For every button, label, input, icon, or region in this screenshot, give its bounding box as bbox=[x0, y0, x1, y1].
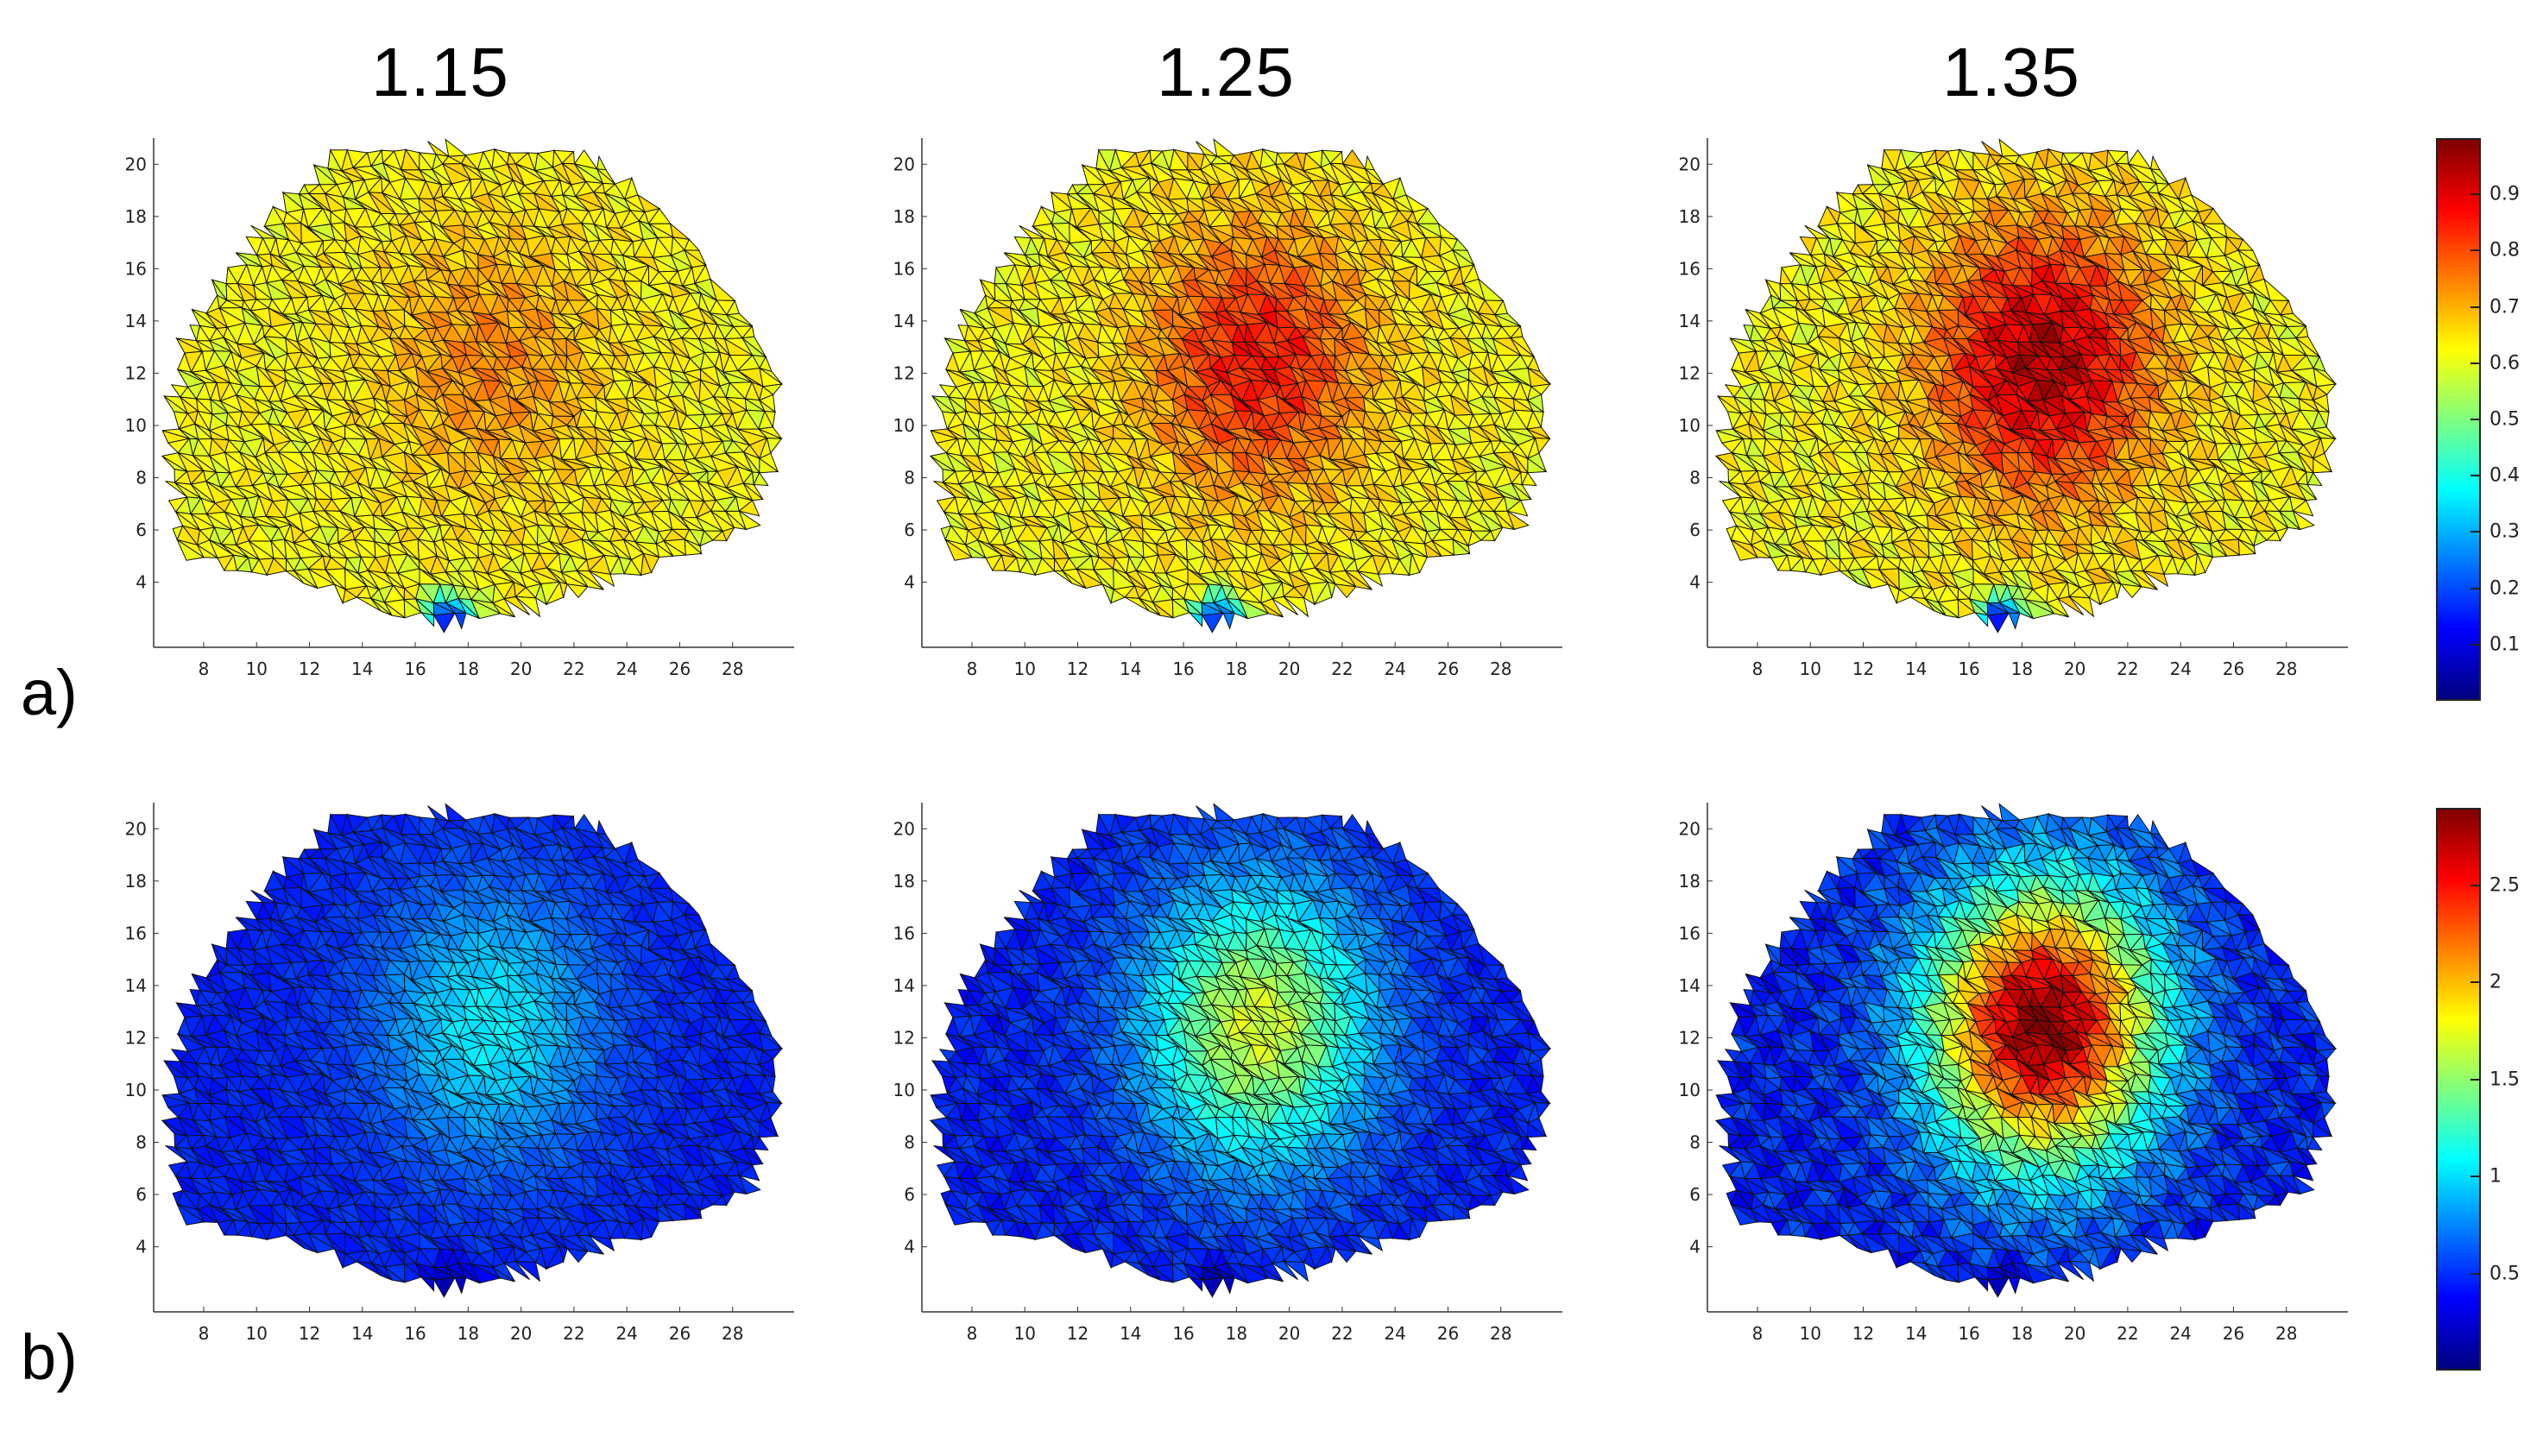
x-tick-label: 10 bbox=[246, 659, 268, 679]
mesh-cell bbox=[741, 325, 755, 339]
column-title-3: 1.35 bbox=[1942, 34, 2080, 110]
mesh-cell bbox=[738, 509, 761, 531]
x-tick-label: 10 bbox=[1014, 659, 1036, 679]
mesh-cell bbox=[1986, 612, 2010, 633]
mesh-triangles bbox=[161, 138, 784, 633]
y-tick-label: 12 bbox=[125, 362, 147, 383]
x-tick-label: 16 bbox=[404, 659, 426, 679]
mesh-triangles bbox=[1714, 138, 2338, 633]
row-label-b: b) bbox=[21, 1321, 78, 1393]
x-tick-label: 14 bbox=[1120, 659, 1141, 679]
mesh-cell bbox=[759, 356, 773, 373]
x-tick-label: 20 bbox=[1278, 659, 1300, 679]
x-tick-label: 28 bbox=[1490, 659, 1511, 679]
y-tick-label: 8 bbox=[136, 468, 147, 488]
x-tick-label: 24 bbox=[1384, 659, 1405, 679]
x-tick-label: 12 bbox=[1067, 659, 1089, 679]
y-tick-label: 10 bbox=[125, 415, 147, 436]
mesh-cell bbox=[445, 138, 467, 157]
mesh-cell bbox=[725, 299, 740, 316]
x-tick-label: 24 bbox=[615, 659, 637, 679]
x-tick-label: 22 bbox=[563, 659, 584, 679]
y-tick-label: 16 bbox=[125, 258, 147, 279]
x-tick-label: 26 bbox=[1437, 659, 1459, 679]
mesh-cell bbox=[573, 149, 598, 170]
mesh-plot: 8 10 12 14 16 18 20 22 24 26 28 4 6 8 10 12 14 16 18 20 bbox=[893, 138, 1562, 679]
y-tick-label: 18 bbox=[125, 206, 147, 227]
x-tick-label: 12 bbox=[299, 659, 320, 679]
mesh-cell bbox=[1213, 138, 1235, 157]
mesh-cell bbox=[250, 224, 276, 239]
x-tick-label: 18 bbox=[457, 659, 479, 679]
plot-a-3: 8 10 12 14 16 18 20 22 24 26 28 4 6 8 10 12 14 16 18 20 bbox=[1657, 121, 2365, 716]
plot-a-2: 8 10 12 14 16 18 20 22 24 26 28 4 6 8 10 12 14 16 18 20 bbox=[872, 121, 1580, 716]
y-tick-label: 8 bbox=[904, 468, 915, 488]
x-tick-label: 8 bbox=[199, 659, 210, 679]
mesh-cell bbox=[636, 193, 661, 213]
y-tick-label: 10 bbox=[893, 415, 915, 436]
mesh-cell bbox=[624, 176, 639, 200]
mesh-triangles bbox=[929, 138, 1552, 633]
mesh-cell bbox=[1222, 612, 1235, 630]
y-tick-label: 14 bbox=[125, 311, 147, 331]
y-tick-label: 6 bbox=[136, 520, 147, 540]
y-tick-label: 4 bbox=[136, 572, 147, 593]
x-tick-label: 8 bbox=[967, 659, 978, 679]
x-tick-label: 14 bbox=[351, 659, 373, 679]
x-tick-label: 28 bbox=[722, 659, 743, 679]
column-title-2: 1.25 bbox=[1157, 34, 1295, 110]
mesh-cell bbox=[669, 222, 691, 241]
mesh-cell bbox=[647, 207, 672, 224]
mesh-cell bbox=[1201, 612, 1224, 633]
mesh-cell bbox=[596, 154, 607, 171]
y-tick-label: 20 bbox=[893, 154, 915, 174]
y-tick-label: 16 bbox=[893, 258, 915, 279]
mesh-cell bbox=[753, 471, 769, 487]
x-tick-label: 16 bbox=[1172, 659, 1194, 679]
mesh-plot: 8 10 12 14 16 18 20 22 24 26 28 4 6 8 10 12 14 16 18 20 bbox=[125, 138, 794, 679]
mesh-cell bbox=[1365, 154, 1375, 171]
y-tick-label: 18 bbox=[893, 206, 915, 227]
mesh-cell bbox=[1437, 222, 1459, 241]
mesh-cell bbox=[432, 612, 456, 633]
x-tick-label: 22 bbox=[1331, 659, 1353, 679]
axes: 8 10 12 14 16 18 20 22 24 26 28 4 6 8 10 12 14 16 18 20 bbox=[125, 138, 794, 679]
x-tick-label: 18 bbox=[1226, 659, 1247, 679]
y-tick-label: 20 bbox=[125, 154, 147, 174]
mesh-cell bbox=[427, 141, 449, 157]
mesh-cell bbox=[2008, 612, 2021, 630]
mesh-cell bbox=[454, 612, 467, 630]
x-tick-label: 26 bbox=[669, 659, 691, 679]
mesh-cell bbox=[693, 263, 711, 285]
y-tick-label: 12 bbox=[893, 362, 915, 383]
mesh-cell bbox=[738, 499, 760, 517]
y-tick-label: 4 bbox=[904, 572, 915, 593]
y-tick-label: 6 bbox=[904, 520, 915, 540]
mesh-cell bbox=[709, 277, 736, 301]
mesh-cell bbox=[561, 150, 576, 165]
plot-a-1: 8 10 12 14 16 18 20 22 24 26 28 4 6 8 10 12 14 16 18 20 bbox=[104, 121, 811, 716]
row-label-a: a) bbox=[21, 657, 78, 728]
mesh-cell bbox=[684, 238, 700, 251]
y-tick-label: 14 bbox=[893, 311, 915, 331]
column-title-1: 1.15 bbox=[371, 34, 509, 110]
x-tick-label: 20 bbox=[510, 659, 532, 679]
